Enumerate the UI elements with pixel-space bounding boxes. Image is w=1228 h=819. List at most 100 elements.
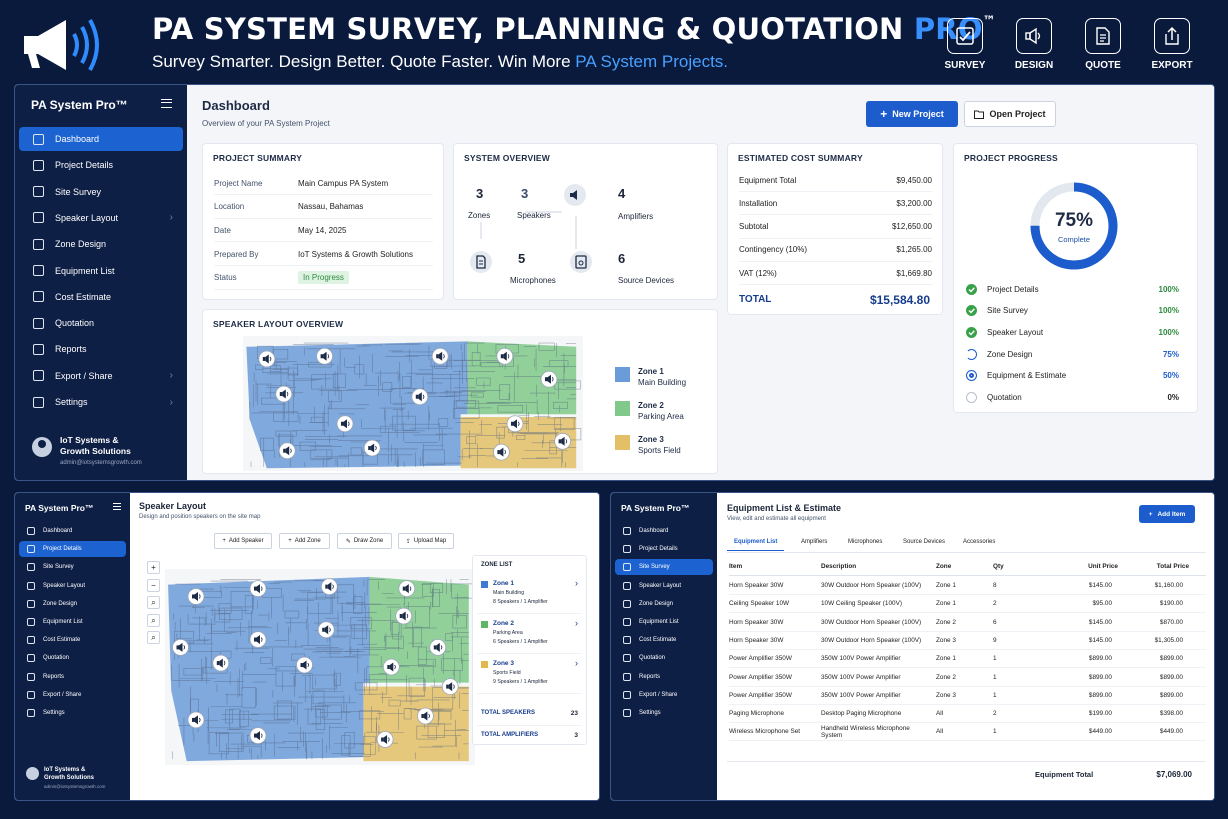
table-row[interactable]: Paging Microphone Desktop Paging Micropho… [729, 705, 1206, 724]
table-row[interactable]: Power Amplifier 350W 350W 100V Power Ampl… [729, 650, 1206, 669]
zone-3-area[interactable] [460, 417, 577, 469]
speaker-marker-icon[interactable] [376, 731, 394, 748]
speaker-marker-icon[interactable] [187, 711, 205, 729]
nav-item-zone-design[interactable]: Zone Design [19, 596, 126, 612]
zoom-in-button[interactable]: + [147, 561, 160, 574]
speaker-marker-icon[interactable] [431, 347, 449, 365]
speaker-marker-icon[interactable] [398, 580, 416, 598]
speaker-marker-icon[interactable] [506, 415, 524, 433]
tab-amplifiers[interactable]: Amplifiers [801, 539, 828, 545]
nav-item-export-share[interactable]: Export / Share [19, 687, 126, 703]
speaker-marker-icon[interactable] [275, 385, 293, 403]
zone-2-area[interactable] [369, 576, 469, 683]
nav-item-speaker-layout[interactable]: Speaker Layout › [19, 206, 183, 230]
nav-item-cost-estimate[interactable]: Cost Estimate [19, 285, 183, 309]
speaker-marker-icon[interactable] [249, 631, 267, 648]
hamburger-menu-icon[interactable] [113, 503, 121, 510]
speaker-marker-icon[interactable] [395, 607, 413, 625]
add-item-button[interactable]: + Add Item [1139, 505, 1195, 523]
nav-item-cost-estimate[interactable]: Cost Estimate [19, 632, 126, 648]
speaker-marker-icon[interactable] [496, 347, 514, 365]
add-speaker-button[interactable]: + Add Speaker [214, 533, 272, 549]
table-row[interactable]: Horn Speaker 30W 30W Outdoor Horn Speaker… [729, 614, 1206, 632]
nav-item-export-share[interactable]: Export / Share › [19, 364, 183, 388]
nav-item-quotation[interactable]: Quotation [19, 650, 126, 666]
speaker-marker-icon[interactable] [172, 639, 189, 656]
nav-item-equipment-list[interactable]: Equipment List [615, 614, 713, 630]
tab-equipment-list[interactable]: Equipment List [727, 539, 785, 551]
nav-item-reports[interactable]: Reports [615, 669, 713, 685]
nav-item-settings[interactable]: Settings [615, 705, 713, 721]
tab-accessories[interactable]: Accessories [963, 539, 996, 545]
speaker-marker-icon[interactable] [316, 347, 333, 365]
nav-item-reports[interactable]: Reports [19, 337, 183, 361]
nav-item-export-share[interactable]: Export / Share [615, 687, 713, 703]
nav-item-project-details[interactable]: Project Details [615, 541, 713, 557]
speaker-marker-icon[interactable] [441, 678, 459, 695]
nav-item-dashboard[interactable]: Dashboard [19, 523, 126, 539]
nav-item-site-survey[interactable]: Site Survey [19, 559, 126, 575]
zone-2-area[interactable] [467, 341, 577, 415]
nav-item-zone-design[interactable]: Zone Design [19, 232, 183, 256]
nav-item-dashboard[interactable]: Dashboard [615, 523, 713, 539]
open-project-button[interactable]: Open Project [964, 101, 1056, 127]
speaker-marker-icon[interactable] [416, 707, 434, 725]
speaker-marker-icon[interactable] [429, 639, 447, 656]
nav-item-equipment-list[interactable]: Equipment List [19, 614, 126, 630]
site-map[interactable] [165, 569, 475, 765]
table-row[interactable]: Wireless Microphone Set Handheld Wireless… [729, 723, 1206, 742]
table-row[interactable]: Power Amplifier 350W 350W 100V Power Ampl… [729, 669, 1206, 687]
zone-list-item[interactable]: Zone 1 Main Building 8 Speakers / 1 Amplif… [477, 576, 582, 614]
speaker-marker-icon[interactable] [540, 370, 558, 388]
speaker-marker-icon[interactable] [249, 580, 267, 598]
nav-item-quotation[interactable]: Quotation [19, 311, 183, 335]
speaker-marker-icon[interactable] [382, 658, 400, 676]
nav-item-settings[interactable]: Settings › [19, 390, 183, 414]
table-row[interactable]: Ceiling Speaker 10W 10W Ceiling Speaker (… [729, 595, 1206, 614]
search-button[interactable]: ⌕ [147, 596, 160, 609]
nav-item-site-survey[interactable]: Site Survey [615, 559, 713, 576]
tab-source-devices[interactable]: Source Devices [903, 539, 946, 545]
speaker-marker-icon[interactable] [554, 432, 572, 450]
nav-item-settings[interactable]: Settings [19, 705, 126, 721]
nav-item-quotation[interactable]: Quotation [615, 650, 713, 666]
draw-zone-button[interactable]: ✎ Draw Zone [337, 533, 392, 549]
nav-item-zone-design[interactable]: Zone Design [615, 596, 713, 612]
nav-item-dashboard[interactable]: Dashboard [19, 127, 183, 151]
speaker-marker-icon[interactable] [336, 415, 354, 433]
speaker-marker-icon[interactable] [278, 442, 296, 460]
speaker-marker-icon[interactable] [187, 588, 205, 605]
speaker-marker-icon[interactable] [249, 727, 267, 745]
table-row[interactable]: Power Amplifier 350W 350W 100V Power Ampl… [729, 687, 1206, 705]
speaker-marker-icon[interactable] [492, 443, 510, 461]
zone-list-item[interactable]: Zone 2 Parking Area 6 Speakers / 1 Amplifi… [477, 616, 582, 654]
zone-list-item[interactable]: Zone 3 Sports Field 9 Speakers / 1 Amplifi… [477, 656, 582, 694]
speaker-marker-icon[interactable] [320, 578, 338, 596]
add-zone-button[interactable]: + Add Zone [279, 533, 330, 549]
nav-item-project-details[interactable]: Project Details [19, 541, 126, 558]
nav-item-equipment-list[interactable]: Equipment List [19, 259, 183, 283]
site-map[interactable] [243, 336, 583, 471]
speaker-marker-icon[interactable] [317, 621, 335, 639]
nav-item-cost-estimate[interactable]: Cost Estimate [615, 632, 713, 648]
speaker-marker-icon[interactable] [212, 654, 230, 672]
nav-item-speaker-layout[interactable]: Speaker Layout [19, 578, 126, 594]
tab-microphones[interactable]: Microphones [848, 539, 883, 545]
table-row[interactable]: Horn Speaker 30W 30W Outdoor Horn Speaker… [729, 577, 1206, 595]
speaker-marker-icon[interactable] [411, 388, 429, 406]
speaker-marker-icon[interactable] [296, 656, 313, 674]
nav-item-site-survey[interactable]: Site Survey [19, 180, 183, 204]
nav-item-speaker-layout[interactable]: Speaker Layout [615, 578, 713, 594]
hamburger-menu-icon[interactable] [161, 99, 172, 108]
nav-item-reports[interactable]: Reports [19, 669, 126, 685]
nav-item-label: Project Details [43, 546, 82, 553]
upload-map-button[interactable]: ⇪ Upload Map [398, 533, 454, 549]
table-row[interactable]: Horn Speaker 30W 30W Outdoor Horn Speaker… [729, 632, 1206, 650]
speaker-marker-icon[interactable] [363, 439, 381, 457]
speaker-marker-icon[interactable] [258, 350, 276, 368]
nav-item-project-details[interactable]: Project Details [19, 153, 183, 177]
new-project-button[interactable]: + New Project [866, 101, 958, 127]
search-button[interactable]: ⌕ [147, 631, 160, 644]
search-button[interactable]: ⌕ [147, 613, 160, 627]
zoom-out-button[interactable]: − [147, 578, 160, 592]
